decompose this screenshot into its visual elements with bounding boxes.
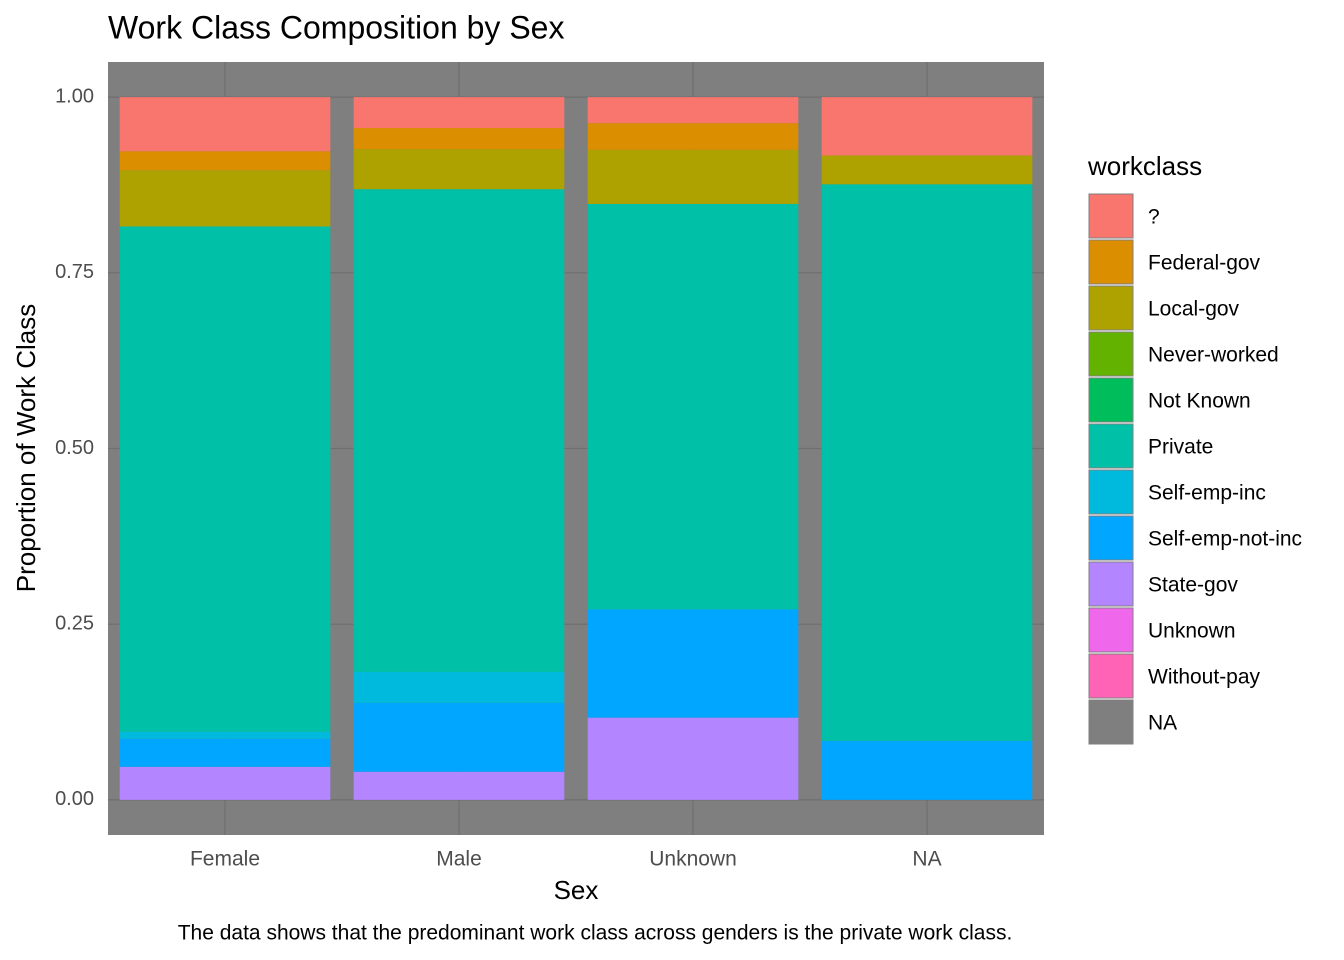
bar-segment [353, 128, 565, 150]
bar-segment [353, 97, 565, 129]
bar-segment [353, 771, 565, 800]
legend-label: Self-emp-inc [1148, 482, 1266, 505]
y-tick-label: 0.00 [55, 788, 94, 810]
legend-key [1088, 377, 1134, 423]
y-tick-label: 0.75 [55, 261, 94, 283]
x-tick-label: NA [912, 848, 941, 871]
bar-segment [353, 189, 565, 672]
legend-key [1088, 699, 1134, 745]
x-axis-label: Sex [554, 875, 599, 905]
legend-label: Without-pay [1148, 666, 1261, 689]
y-tick-label: 0.50 [55, 437, 94, 459]
chart-title: Work Class Composition by Sex [108, 9, 564, 45]
bar-segment [119, 731, 331, 739]
legend-key [1088, 469, 1134, 515]
bar-segment [119, 766, 331, 800]
bar-segment [587, 717, 799, 800]
legend-label: NA [1148, 712, 1177, 735]
bar-segment [587, 123, 799, 150]
legend-label: Unknown [1148, 620, 1236, 643]
legend-key [1088, 239, 1134, 285]
caption: The data shows that the predominant work… [178, 922, 1013, 945]
legend-label: Never-worked [1148, 344, 1279, 367]
x-tick-label: Male [436, 848, 482, 871]
y-tick-label: 0.25 [55, 612, 94, 634]
y-tick-label: 1.00 [55, 85, 94, 107]
legend-key [1088, 653, 1134, 699]
legend-key [1088, 423, 1134, 469]
legend-key [1088, 331, 1134, 377]
legend-label: Federal-gov [1148, 252, 1261, 275]
legend-label: Local-gov [1148, 298, 1240, 321]
legend-key [1088, 285, 1134, 331]
legend-label: Self-emp-not-inc [1148, 528, 1302, 551]
y-axis-label: Proportion of Work Class [11, 304, 41, 593]
bar-segment [353, 671, 565, 703]
bar-segment [821, 97, 1033, 156]
x-tick-label: Female [190, 848, 260, 871]
bar-segment [587, 97, 799, 124]
legend-label: Not Known [1148, 390, 1251, 413]
bar-segment [821, 155, 1033, 185]
bar-segment [587, 609, 799, 718]
x-tick-label: Unknown [649, 848, 737, 871]
legend-label: State-gov [1148, 574, 1238, 597]
bar-segment [821, 184, 1033, 741]
bar-segment [587, 149, 799, 204]
legend-label: Private [1148, 436, 1213, 459]
bar-segment [119, 97, 331, 152]
bar-segment [119, 170, 331, 227]
legend-title: workclass [1087, 151, 1202, 181]
bar-segment [119, 226, 331, 732]
bar-segment [587, 203, 799, 610]
bar-segment [821, 740, 1033, 800]
legend-key [1088, 607, 1134, 653]
bar-segment [119, 151, 331, 171]
bar-segment [353, 702, 565, 772]
legend-label: ? [1148, 206, 1160, 229]
legend-key [1088, 193, 1134, 239]
legend-key [1088, 515, 1134, 561]
bar-segment [119, 738, 331, 767]
bar-segment [353, 149, 565, 190]
legend-key [1088, 561, 1134, 607]
